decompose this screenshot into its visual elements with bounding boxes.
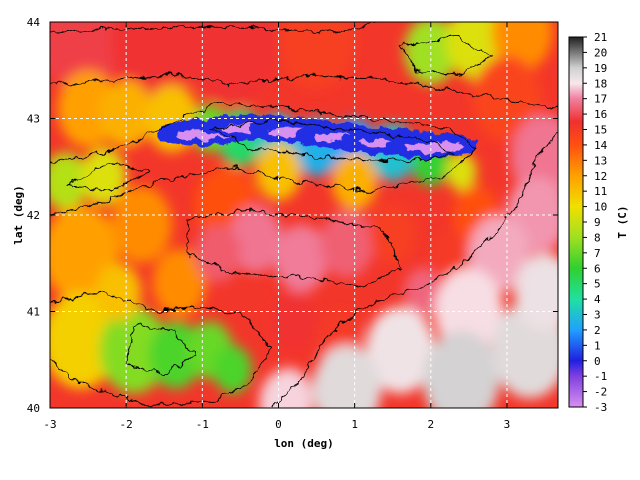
x-axis-title: lon (deg): [274, 437, 334, 450]
contour-line: [50, 103, 478, 216]
heat-blob: [320, 210, 374, 278]
heat-blob: [312, 345, 382, 408]
contour-line: [50, 74, 558, 110]
colorbar-tick-label: 1: [594, 339, 601, 352]
heat-blob: [110, 22, 203, 100]
heat-blob: [331, 152, 378, 211]
heat-blob: [446, 152, 477, 191]
heat-blob: [110, 186, 172, 264]
heat-blob: [514, 253, 558, 331]
heat-blob: [149, 321, 203, 389]
heat-blob: [194, 224, 241, 283]
heat-blob: [228, 205, 283, 273]
x-tick-label: -2: [120, 418, 133, 431]
heat-blob: [213, 345, 252, 394]
y-tick-label: 43: [27, 113, 40, 126]
colorbar-tick-label: 12: [594, 170, 607, 183]
y-tick-label: 40: [27, 402, 40, 415]
colorbar-tick-label: 7: [594, 247, 601, 260]
colorbar-title: T (C): [616, 205, 629, 238]
heat-blob: [278, 22, 355, 90]
heat-blob: [95, 263, 142, 322]
heat-blob: [274, 224, 328, 293]
contour-lines: [50, 22, 558, 408]
x-tick-label: -1: [196, 418, 209, 431]
grid-lines: [50, 22, 558, 408]
y-axis-title: lat (deg): [12, 185, 25, 245]
colorbar-tick-label: -3: [594, 401, 607, 414]
heat-blob: [255, 142, 302, 201]
x-tick-label: 3: [504, 418, 511, 431]
heat-blob: [259, 369, 313, 408]
contour-line: [399, 35, 493, 76]
colorbar-tick-label: 3: [594, 309, 601, 322]
colorbar-tick-label: 17: [594, 93, 607, 106]
colorbar-tick-label: 10: [594, 201, 607, 214]
heat-blob: [404, 268, 443, 317]
colorbar-tick-label: 11: [594, 185, 607, 198]
colorbar-tick-label: 4: [594, 293, 601, 306]
y-tick-label: 42: [27, 209, 40, 222]
colorbar-tick-label: 18: [594, 77, 607, 90]
x-tick-label: 1: [351, 418, 358, 431]
heat-blob: [152, 248, 207, 317]
heat-blob: [50, 292, 119, 389]
x-tick-label: 2: [427, 418, 434, 431]
x-tick-label: 0: [275, 418, 282, 431]
colorbar-tick-label: 20: [594, 46, 607, 59]
heat-blob: [366, 306, 435, 394]
colorbar-tick-label: 21: [594, 31, 607, 44]
x-tick-label: -3: [43, 418, 56, 431]
colorbar-tick-label: 9: [594, 216, 601, 229]
cold-ridge-core: [404, 142, 465, 153]
colorbar-tick-label: 2: [594, 324, 601, 337]
colorbar-tick-label: 19: [594, 62, 607, 75]
y-tick-label: 41: [27, 306, 40, 319]
colorbar-tick-label: -1: [594, 370, 607, 383]
colorbar-tick-label: 6: [594, 262, 601, 275]
colorbar-tick-label: 13: [594, 154, 607, 167]
heat-blob: [369, 205, 416, 264]
colorbar-tick-label: 16: [594, 108, 607, 121]
colorbar-tick-label: 14: [594, 139, 608, 152]
contour-line: [64, 161, 151, 192]
heat-blob: [50, 22, 127, 90]
y-axis-ticks: 40 41 42 43 44: [27, 16, 558, 415]
heat-blob: [423, 330, 500, 408]
contour-line: [125, 325, 196, 375]
colorbar-tick-label: -2: [594, 386, 607, 399]
heat-blob: [270, 292, 317, 351]
contour-line: [270, 132, 558, 408]
heat-blob: [472, 55, 542, 143]
colorbar-scale: [568, 36, 584, 408]
heat-blob: [50, 152, 88, 211]
heat-blob: [80, 147, 127, 206]
temperature-field: [50, 22, 558, 408]
colorbar-tick-label: 8: [594, 231, 601, 244]
heat-blob: [187, 22, 279, 104]
x-axis-ticks: -3 -2 -1 0 1 2 3: [43, 22, 510, 431]
colorbar: 2120191817161514131211109876543210-1-2-3…: [568, 31, 629, 414]
contour-line: [50, 291, 272, 404]
y-tick-label: 44: [27, 16, 41, 29]
colorbar-tick-label: 0: [594, 355, 601, 368]
colorbar-tick-label: 5: [594, 278, 601, 291]
contour-line: [209, 119, 456, 163]
colorbar-tick-label: 15: [594, 124, 607, 137]
